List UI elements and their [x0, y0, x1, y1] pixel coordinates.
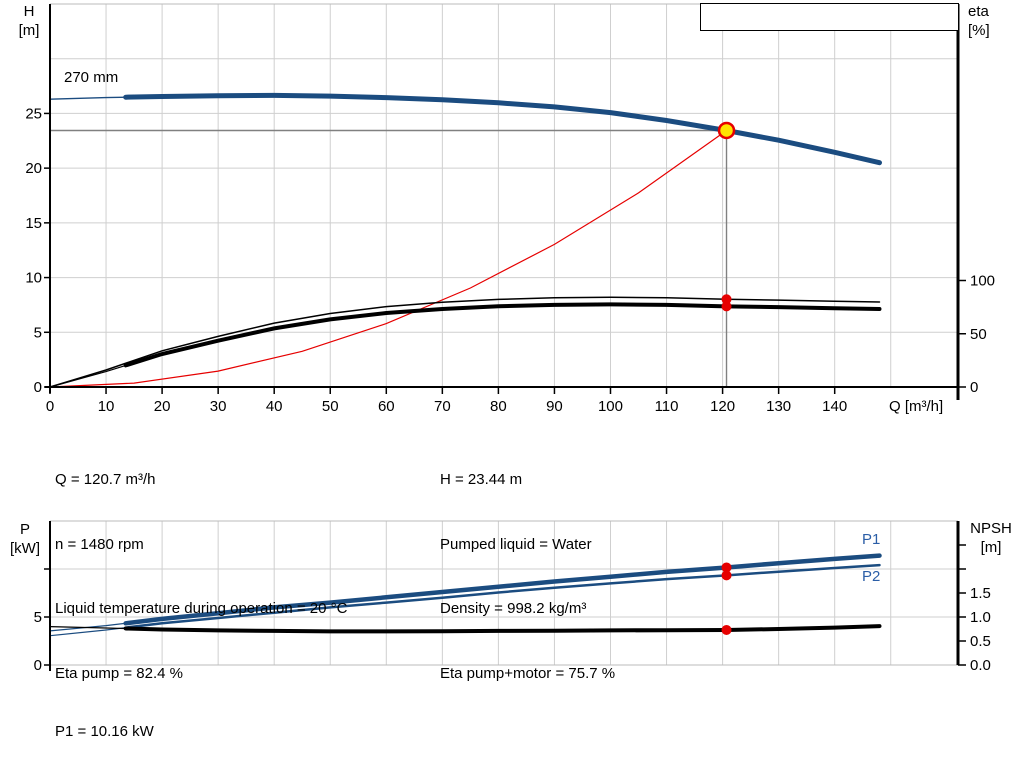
npsh-tick-label: 0.0: [970, 657, 991, 674]
p1-curve-label: P1: [862, 531, 881, 548]
npsh-tick-label: 0.5: [970, 633, 991, 650]
x-tick-label: 70: [434, 398, 451, 415]
duty-info-left: Q = 120.7 m³/h n = 1480 rpm Liquid tempe…: [55, 426, 347, 727]
h-axis-label: H [m]: [18, 3, 40, 39]
duty-point-marker: [717, 121, 736, 140]
eta-axis-label: eta [%]: [968, 3, 990, 39]
x-tick-label: 0: [46, 398, 54, 415]
x-tick-label: 100: [598, 398, 623, 415]
npsh-tick-label: 1.0: [970, 609, 991, 626]
pump-title-box: NB 80-250/270, 3*400 V, 50Hz: [700, 3, 959, 31]
operating-point-dot: [721, 562, 732, 573]
system-curve-thin: [49, 129, 728, 388]
x-tick-label: 30: [210, 398, 227, 415]
h-tick-label: 15: [25, 215, 42, 232]
x-tick-label: 140: [822, 398, 847, 415]
impeller-diameter-label: 270 mm: [64, 69, 119, 86]
eta-pump-curve-thin: [49, 296, 881, 388]
operating-point-dot: [721, 301, 732, 312]
liquid-temperature-value: Liquid temperature during operation = 20…: [55, 600, 348, 617]
p-tick-label: 5: [34, 609, 42, 626]
npsh-axis-label: NPSH [m]: [970, 520, 1012, 556]
x-tick-label: 40: [266, 398, 283, 415]
x-tick-label: 120: [710, 398, 735, 415]
speed-value: n = 1480 rpm: [55, 535, 144, 553]
x-tick-label: 130: [766, 398, 791, 415]
head-curve-thin: [49, 94, 881, 164]
duty-info-right: H = 23.44 m Pumped liquid = Water Densit…: [440, 426, 615, 727]
p-tick-label: 0: [34, 657, 42, 674]
x-tick-label: 20: [154, 398, 171, 415]
h-tick-label: 0: [34, 379, 42, 396]
operating-point-dot: [721, 570, 732, 581]
eta-tick-label: 100: [970, 273, 995, 290]
density-value: Density = 998.2 kg/m³: [440, 600, 587, 617]
h-tick-label: 25: [25, 105, 42, 122]
x-tick-label: 90: [546, 398, 563, 415]
p2-curve-label: P2: [862, 568, 881, 585]
h-tick-label: 20: [25, 160, 42, 177]
x-tick-label: 80: [490, 398, 507, 415]
q-axis-label: Q [m³/h]: [889, 398, 944, 415]
x-tick-label: 110: [655, 398, 679, 415]
head-curve: [123, 92, 882, 166]
power-info-block: P1 = 10.16 kW P2 = 9.336 kW NPSH = 0.73 …: [55, 678, 397, 781]
pumped-liquid-value: Pumped liquid = Water: [440, 535, 592, 553]
x-tick-label: 10: [98, 398, 115, 415]
p1-curve: [123, 553, 882, 626]
p1-value: P1 = 10.16 kW: [55, 723, 154, 740]
p-axis-label: P [kW]: [10, 521, 40, 557]
npsh-tick-label: 1.5: [970, 585, 991, 602]
head-value: H = 23.44 m: [440, 471, 523, 488]
x-tick-label: 60: [378, 398, 395, 415]
p2-curve: [124, 563, 881, 629]
eta-pump-motor-value: Eta pump+motor = 75.7 %: [440, 664, 616, 682]
h-tick-label: 10: [25, 270, 42, 287]
eta-tick-label: 0: [970, 379, 978, 396]
eta-pump-motor-curve-thin: [49, 303, 881, 388]
flow-value: Q = 120.7 m³/h: [55, 471, 156, 488]
eta-pump-value: Eta pump = 82.4 %: [55, 664, 183, 682]
eta-tick-label: 50: [970, 326, 987, 343]
eta-pump-motor-curve: [123, 302, 882, 368]
npsh-curve: [123, 624, 882, 634]
x-tick-label: 50: [322, 398, 339, 415]
operating-point-dot: [721, 624, 732, 635]
operating-point-dot: [721, 294, 732, 305]
h-tick-label: 5: [34, 324, 42, 341]
